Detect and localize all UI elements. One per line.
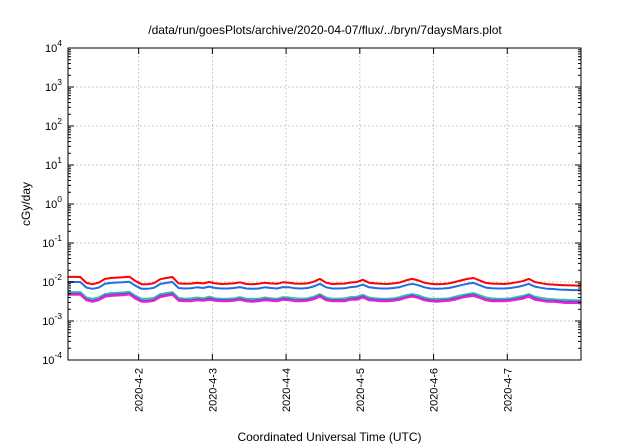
data-series [68, 275, 582, 305]
y-tick-label: 10-4 [42, 350, 62, 367]
y-tick-label: 10-3 [42, 311, 62, 328]
x-tick-label: 2020-4-7 [502, 368, 514, 412]
x-tick-label: 2020-4-6 [429, 368, 441, 412]
x-tick-label: 2020-4-3 [207, 368, 219, 412]
series-line-2 [68, 280, 582, 292]
grid-lines [68, 48, 581, 360]
x-axis-title: Coordinated Universal Time (UTC) [237, 430, 421, 444]
x-tick-label: 2020-4-2 [134, 368, 146, 412]
series-line-1 [68, 275, 582, 287]
chart-title: /data/run/goesPlots/archive/2020-04-07/f… [148, 23, 502, 37]
y-tick-label: 101 [45, 155, 62, 172]
x-tick-label: 2020-4-4 [281, 368, 293, 412]
y-axis-title: cGy/day [19, 182, 33, 226]
y-tick-label: 100 [45, 194, 62, 211]
y-tick-label: 10-2 [42, 272, 62, 289]
y-tick-label: 103 [45, 77, 62, 94]
series-line-5 [68, 293, 582, 305]
y-tick-label: 104 [45, 38, 62, 55]
series-line-3 [68, 290, 581, 302]
y-tick-label: 102 [45, 116, 62, 133]
axis-ticks: 104 103 102 101 100 10-1 10-2 10-3 10-4 2020-4-2 2… [42, 38, 581, 412]
x-tick-label: 2020-4-5 [355, 368, 367, 412]
y-tick-label: 10-1 [42, 233, 62, 250]
